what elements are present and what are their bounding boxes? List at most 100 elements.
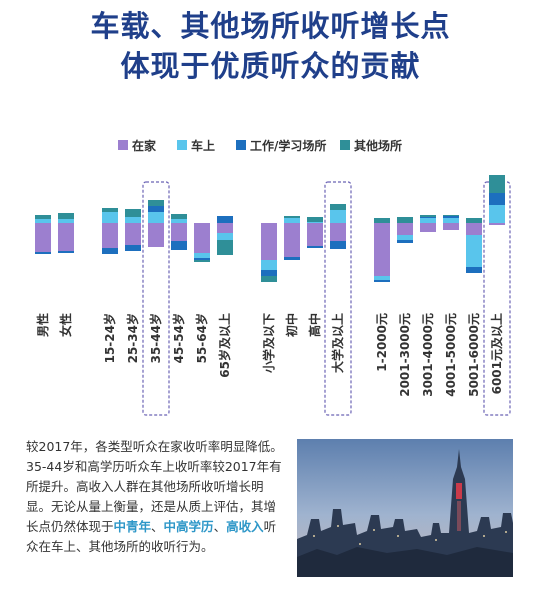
bar-16-3 bbox=[466, 218, 482, 223]
bar-6-1 bbox=[194, 253, 210, 258]
bar-9-3 bbox=[284, 216, 300, 218]
bar-12-1 bbox=[374, 276, 390, 280]
category-label-10: 高中 bbox=[307, 313, 322, 337]
bar-10-0 bbox=[307, 223, 323, 246]
category-label-6: 55-64岁 bbox=[194, 313, 209, 363]
category-label-17: 6001元及以上 bbox=[489, 313, 504, 394]
bar-17-1 bbox=[489, 205, 505, 223]
legend-label-0: 在家 bbox=[132, 138, 157, 153]
category-label-16: 5001-6000元 bbox=[467, 313, 481, 397]
category-label-2: 15-24岁 bbox=[102, 313, 117, 363]
bar-14-1 bbox=[420, 218, 436, 223]
bar-12-3 bbox=[374, 218, 390, 223]
legend-swatch-2 bbox=[236, 140, 246, 150]
category-label-14: 3001-4000元 bbox=[421, 313, 435, 397]
bar-12-2 bbox=[374, 280, 390, 282]
category-label-11: 大学及以上 bbox=[330, 313, 345, 373]
bar-0-0 bbox=[35, 223, 51, 252]
bar-8-0 bbox=[261, 223, 277, 260]
bar-8-1 bbox=[261, 260, 277, 270]
legend-swatch-3 bbox=[340, 140, 350, 150]
bar-5-2 bbox=[171, 241, 187, 250]
diverging-stacked-bar-chart: 在家 车上 工作/学习场所 其他场所 男性 女性 15-24岁 25-34岁 35-44岁 45… bbox=[35, 138, 511, 416]
bar-6-0 bbox=[194, 223, 210, 253]
category-label-7: 65岁及以上 bbox=[217, 313, 232, 378]
category-label-0: 男性 bbox=[35, 313, 50, 337]
bar-9-0 bbox=[284, 223, 300, 257]
bar-4-0 bbox=[148, 223, 164, 247]
chart-bars bbox=[35, 175, 505, 282]
bar-5-1 bbox=[171, 219, 187, 223]
bar-14-3 bbox=[420, 215, 436, 217]
category-label-4: 35-44岁 bbox=[148, 313, 163, 363]
bar-9-2 bbox=[284, 257, 300, 260]
bar-1-3 bbox=[58, 213, 74, 219]
bar-3-0 bbox=[125, 223, 141, 245]
bar-17-2 bbox=[489, 193, 505, 205]
bar-11-2 bbox=[330, 241, 346, 249]
bar-9-1 bbox=[284, 218, 300, 223]
bar-1-1 bbox=[58, 219, 74, 223]
bar-3-3 bbox=[125, 209, 141, 217]
bar-16-2 bbox=[466, 267, 482, 273]
bar-12-0 bbox=[374, 223, 390, 276]
bar-2-0 bbox=[102, 223, 118, 248]
bar-15-0 bbox=[443, 223, 459, 230]
bar-13-1 bbox=[397, 235, 413, 240]
highlight-box-11 bbox=[324, 181, 352, 416]
bar-3-2 bbox=[125, 245, 141, 251]
bar-3-1 bbox=[125, 217, 141, 223]
bar-11-1 bbox=[330, 210, 346, 223]
category-label-8: 小学及以下 bbox=[261, 313, 276, 373]
bar-13-0 bbox=[397, 223, 413, 235]
bar-14-2 bbox=[420, 217, 436, 218]
bar-7-2 bbox=[217, 216, 233, 223]
category-label-15: 4001-5000元 bbox=[444, 313, 458, 397]
bar-16-0 bbox=[466, 223, 482, 235]
category-label-5: 45-54岁 bbox=[171, 313, 186, 363]
category-label-3: 25-34岁 bbox=[125, 313, 140, 363]
bar-11-0 bbox=[330, 223, 346, 241]
page-title-line1: 车载、其他场所收听增长点 bbox=[90, 9, 451, 43]
bar-5-3 bbox=[171, 214, 187, 219]
bar-10-2 bbox=[307, 246, 323, 248]
bar-8-2 bbox=[261, 270, 277, 276]
legend-label-1: 车上 bbox=[191, 138, 215, 153]
bar-15-3 bbox=[443, 215, 459, 216]
bar-2-3 bbox=[102, 208, 118, 212]
highlight-income: 高收入 bbox=[226, 519, 264, 534]
category-label-12: 1-2000元 bbox=[375, 313, 389, 372]
category-label-1: 女性 bbox=[58, 313, 73, 337]
bar-2-2 bbox=[102, 248, 118, 254]
bar-0-1 bbox=[35, 219, 51, 223]
bar-7-0 bbox=[217, 223, 233, 233]
bar-2-1 bbox=[102, 212, 118, 223]
category-label-13: 2001-3000元 bbox=[398, 313, 412, 397]
bar-7-3 bbox=[217, 240, 233, 255]
bar-17-3 bbox=[489, 175, 505, 193]
legend-swatch-1 bbox=[177, 140, 187, 150]
bar-6-2 bbox=[194, 258, 210, 260]
category-label-9: 初中 bbox=[284, 313, 299, 337]
description-sep2: 、 bbox=[213, 519, 227, 534]
legend-label-2: 工作/学习场所 bbox=[250, 138, 326, 153]
legend-label-3: 其他场所 bbox=[354, 138, 402, 153]
bar-13-3 bbox=[397, 217, 413, 223]
bar-17-0 bbox=[489, 223, 505, 225]
highlight-education: 中高学历 bbox=[163, 519, 214, 534]
bar-15-1 bbox=[443, 218, 459, 223]
highlight-youth: 中青年 bbox=[113, 519, 152, 534]
chart-legend: 在家 车上 工作/学习场所 其他场所 bbox=[118, 138, 402, 153]
bar-0-2 bbox=[35, 252, 51, 254]
bar-11-3 bbox=[330, 204, 346, 210]
bar-7-1 bbox=[217, 233, 233, 240]
description-part1: 较2017年，各类型听众在家收听率明显降低。35-44岁和高学历听众车上收听率较… bbox=[26, 439, 283, 534]
description-part2: 听众在车上、其他场所的收听行为。 bbox=[26, 519, 277, 554]
bar-10-1 bbox=[307, 222, 323, 223]
bar-1-0 bbox=[58, 223, 74, 251]
bar-4-3 bbox=[148, 200, 164, 206]
bar-16-1 bbox=[466, 235, 482, 267]
bar-4-1 bbox=[148, 212, 164, 223]
bar-1-2 bbox=[58, 251, 74, 253]
page-title-line2: 体现于优质听众的贡献 bbox=[120, 49, 421, 83]
